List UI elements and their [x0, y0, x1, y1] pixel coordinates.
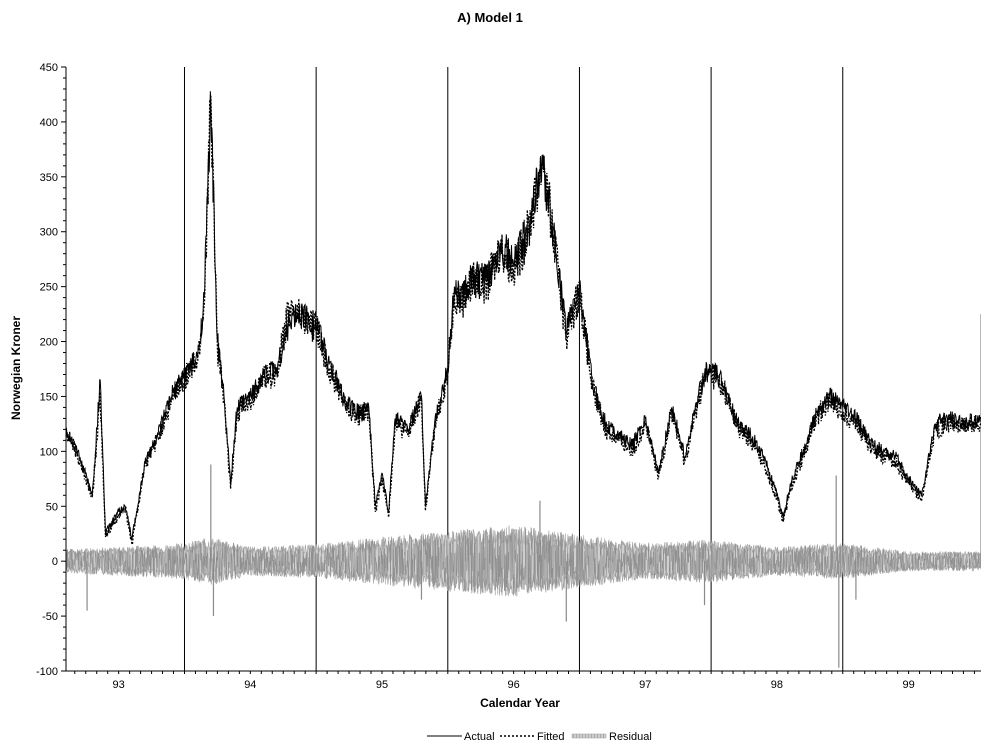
residual-series: [65, 314, 981, 668]
chart-title: A) Model 1: [457, 10, 523, 25]
x-tick-label-93: 93: [113, 679, 125, 691]
x-tick-label-97: 97: [639, 679, 651, 691]
y-tick-label-400: 400: [40, 117, 58, 129]
axes: [65, 67, 981, 672]
y-tick-label-200: 200: [40, 337, 58, 349]
x-tick-label-99: 99: [902, 679, 914, 691]
legend-label-fitted: Fitted: [537, 731, 565, 743]
x-tick-label-94: 94: [244, 679, 256, 691]
y-tick-label-350: 350: [40, 172, 58, 184]
x-axis-label: Calendar Year: [480, 696, 560, 710]
y-tick-label-450: 450: [40, 62, 58, 74]
y-tick-label--100: -100: [36, 666, 58, 678]
fitted-series-line: [65, 95, 981, 547]
x-axis-ticks: 93 94 95 96 97 98 99: [74, 671, 975, 691]
residual-line: [65, 525, 981, 597]
y-tick-label-100: 100: [40, 446, 58, 458]
y-tick-label-0: 0: [52, 556, 58, 568]
price-series: [65, 91, 981, 547]
y-tick-label-50: 50: [46, 501, 58, 513]
x-tick-label-95: 95: [376, 679, 388, 691]
legend-label-actual: Actual: [464, 731, 495, 743]
legend-label-residual: Residual: [609, 731, 652, 743]
x-tick-label-98: 98: [771, 679, 783, 691]
legend: Actual Fitted Residual: [427, 731, 652, 743]
x-tick-label-96: 96: [508, 679, 520, 691]
y-axis-ticks: -100 -50 0 50 100 150 200 250 300 350 400 450: [36, 62, 66, 678]
y-tick-label--50: -50: [42, 611, 58, 623]
y-tick-label-150: 150: [40, 391, 58, 403]
legend-swatch-residual: [571, 733, 607, 739]
y-axis-label: Norwegian Kroner: [9, 316, 23, 420]
y-tick-label-300: 300: [40, 227, 58, 239]
y-tick-label-250: 250: [40, 282, 58, 294]
